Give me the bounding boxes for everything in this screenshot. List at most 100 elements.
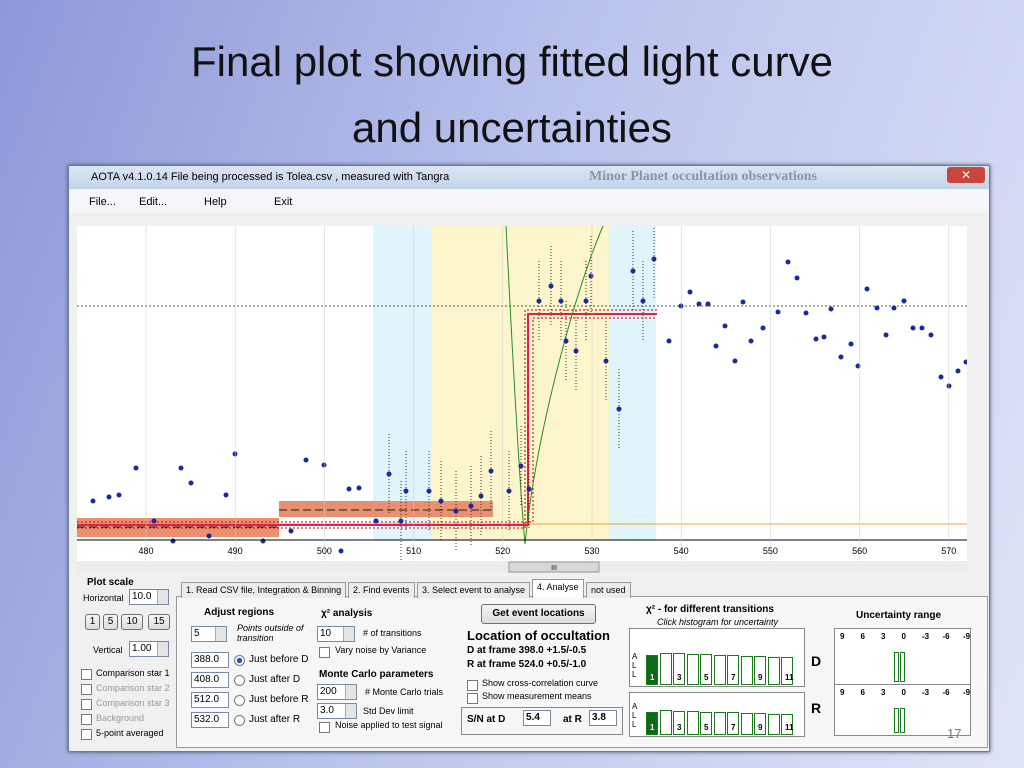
horizontal-label: Horizontal: [83, 593, 124, 603]
transitions-spin[interactable]: 10: [317, 626, 355, 642]
uncertainty-bar: [894, 652, 899, 682]
close-button[interactable]: ✕: [947, 167, 985, 183]
fit-line: [77, 313, 657, 526]
data-point: [713, 343, 719, 349]
histogram-tick: 11: [785, 723, 794, 732]
histogram-bar: [659, 710, 672, 735]
histogram-tick: 5: [704, 673, 709, 682]
all-label: A: [632, 702, 638, 711]
region-box[interactable]: 512.0: [191, 692, 229, 708]
histogram-bar: [659, 652, 672, 685]
get-locations-button[interactable]: Get event locations: [481, 604, 596, 624]
region-box[interactable]: 388.0: [191, 652, 229, 668]
option-checkbox[interactable]: [81, 699, 92, 710]
uncertainty-tick: 0: [901, 688, 906, 697]
histogram-tick: 3: [677, 673, 682, 682]
x-tick-label: 570: [941, 546, 956, 556]
menu-item[interactable]: Help: [204, 196, 227, 208]
baseline-band: [279, 501, 493, 517]
data-point: [188, 480, 194, 486]
menu-item[interactable]: File...: [89, 196, 116, 208]
cross-label: Show cross-correlation curve: [482, 678, 599, 688]
data-point: [760, 325, 766, 331]
scale-button[interactable]: 15: [148, 614, 170, 630]
histogram-tick: 7: [731, 723, 736, 732]
histogram-bar: [767, 656, 780, 685]
region-box[interactable]: 532.0: [191, 712, 229, 728]
region-label: Just before R: [249, 694, 309, 705]
uncertainty-plot[interactable]: [834, 684, 971, 736]
scale-button[interactable]: 1: [85, 614, 100, 630]
menu-item[interactable]: Edit...: [139, 196, 168, 208]
menu-item[interactable]: Exit: [274, 196, 293, 208]
x-tick-label: 500: [317, 546, 332, 556]
data-point: [666, 338, 672, 344]
r-location: R at frame 524.0 +0.5/-1.0: [467, 659, 587, 670]
option-checkbox[interactable]: [81, 714, 92, 725]
data-point: [748, 338, 754, 344]
slide-title: and uncertainties: [352, 104, 672, 151]
at-r-label: at R: [563, 714, 582, 725]
x-tick-label: 560: [852, 546, 867, 556]
vertical-spin[interactable]: 1.00: [129, 641, 169, 657]
tab[interactable]: 4. Analyse: [532, 579, 584, 598]
data-point: [732, 358, 738, 364]
data-point: [651, 256, 657, 262]
event-label: R: [811, 700, 822, 716]
uncertainty-plot[interactable]: [834, 628, 971, 685]
x-tick-label: 510: [406, 546, 421, 556]
region-label: Just before D: [249, 654, 309, 665]
data-point: [151, 518, 157, 524]
data-point: [288, 528, 294, 534]
data-point: [478, 493, 484, 499]
tab[interactable]: 1. Read CSV file, Integration & Binning: [181, 582, 347, 598]
noise-checkbox[interactable]: [319, 722, 330, 733]
transition-band: [373, 226, 431, 540]
histogram-bar: [727, 655, 739, 685]
all-label: L: [632, 661, 637, 670]
histogram-bar: [713, 654, 726, 685]
data-point: [573, 348, 579, 354]
region-radio[interactable]: [234, 655, 245, 666]
event-label: D: [811, 653, 822, 669]
uncertainty-tick: 9: [840, 688, 845, 697]
points-spin[interactable]: 5: [191, 626, 227, 642]
region-box[interactable]: 408.0: [191, 672, 229, 688]
vary-noise-checkbox[interactable]: [319, 647, 330, 658]
means-label: Show measurement means: [482, 691, 592, 701]
trials-spin[interactable]: 200: [317, 684, 357, 700]
data-point: [910, 325, 916, 331]
region-radio[interactable]: [234, 695, 245, 706]
scale-button[interactable]: 10: [121, 614, 143, 630]
means-checkbox[interactable]: [467, 693, 478, 704]
data-point: [488, 468, 494, 474]
transitions-label: # of transitions: [363, 628, 422, 638]
tab[interactable]: 2. Find events: [348, 582, 415, 598]
histogram-bar: [767, 713, 780, 735]
uncertainty-tick: -3: [922, 688, 930, 697]
std-dev-spin[interactable]: 3.0: [317, 703, 357, 719]
data-point: [90, 498, 96, 504]
uncertainty-bar: [894, 708, 899, 733]
region-label: Just after R: [249, 714, 301, 725]
uncertainty-tick: -6: [942, 632, 950, 641]
cross-checkbox[interactable]: [467, 680, 478, 691]
d-location: D at frame 398.0 +1.5/-0.5: [467, 645, 587, 656]
option-checkbox[interactable]: [81, 729, 92, 740]
option-checkbox[interactable]: [81, 669, 92, 680]
data-point: [775, 309, 781, 315]
data-point: [106, 494, 112, 500]
tab[interactable]: not used: [586, 582, 631, 598]
data-point: [803, 310, 809, 316]
scale-button[interactable]: 5: [103, 614, 118, 630]
tab[interactable]: 3. Select event to analyse: [417, 582, 531, 598]
region-radio[interactable]: [234, 715, 245, 726]
option-checkbox[interactable]: [81, 684, 92, 695]
data-point: [722, 323, 728, 329]
region-radio[interactable]: [234, 675, 245, 686]
horizontal-spin[interactable]: 10.0: [129, 589, 169, 605]
all-label: L: [632, 720, 637, 729]
uncertainty-tick: 3: [881, 632, 886, 641]
data-point: [891, 305, 897, 311]
uncertainty-title: Uncertainty range: [856, 610, 942, 621]
